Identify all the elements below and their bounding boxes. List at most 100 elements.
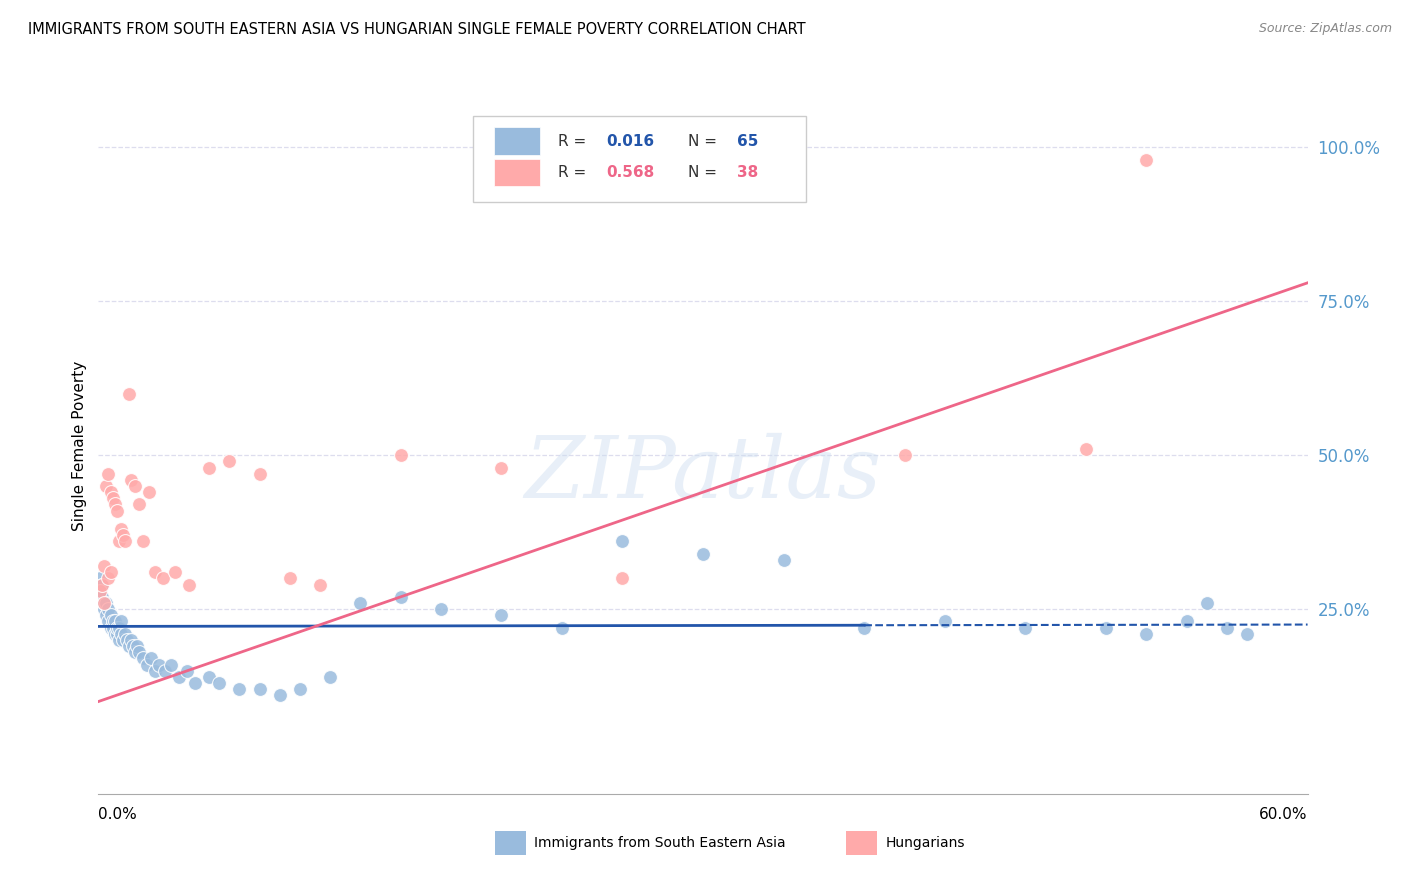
- Point: [100, 485, 122, 500]
- Text: 38: 38: [737, 165, 758, 180]
- Point: [107, 534, 129, 549]
- Point: [96, 479, 118, 493]
- Point: [101, 491, 124, 506]
- Point: [692, 547, 714, 561]
- Point: [772, 553, 794, 567]
- Text: R =: R =: [558, 165, 591, 180]
- Point: [100, 621, 122, 635]
- Point: [491, 460, 513, 475]
- Point: [132, 534, 155, 549]
- Text: Source: ZipAtlas.com: Source: ZipAtlas.com: [1258, 22, 1392, 36]
- Point: [160, 657, 183, 672]
- Point: [1135, 153, 1157, 167]
- Point: [893, 448, 915, 462]
- Point: [107, 632, 129, 647]
- Point: [1135, 627, 1157, 641]
- Point: [114, 627, 136, 641]
- Point: [184, 676, 207, 690]
- Point: [132, 651, 155, 665]
- Point: [103, 498, 125, 512]
- Point: [115, 632, 138, 647]
- Point: [309, 577, 332, 591]
- Point: [93, 596, 115, 610]
- Point: [198, 460, 221, 475]
- Text: ZIPatlas: ZIPatlas: [524, 433, 882, 516]
- Point: [100, 566, 122, 580]
- Point: [101, 615, 124, 629]
- Point: [430, 602, 453, 616]
- Point: [118, 639, 141, 653]
- Point: [89, 583, 111, 598]
- Point: [111, 528, 134, 542]
- Point: [97, 602, 120, 616]
- Point: [91, 577, 114, 591]
- Point: [319, 670, 342, 684]
- Point: [853, 621, 876, 635]
- Point: [139, 651, 162, 665]
- Text: IMMIGRANTS FROM SOUTH EASTERN ASIA VS HUNGARIAN SINGLE FEMALE POVERTY CORRELATIO: IMMIGRANTS FROM SOUTH EASTERN ASIA VS HU…: [28, 22, 806, 37]
- Point: [100, 608, 122, 623]
- Point: [97, 467, 120, 481]
- Text: Hungarians: Hungarians: [886, 836, 966, 850]
- Point: [121, 639, 143, 653]
- Text: 0.0%: 0.0%: [98, 807, 138, 822]
- Point: [93, 559, 115, 574]
- Point: [612, 571, 634, 585]
- Point: [120, 632, 142, 647]
- Point: [93, 596, 115, 610]
- Text: 60.0%: 60.0%: [1260, 807, 1308, 822]
- Text: 0.016: 0.016: [606, 134, 654, 149]
- Text: Immigrants from South Eastern Asia: Immigrants from South Eastern Asia: [534, 836, 786, 850]
- Point: [167, 670, 190, 684]
- Point: [124, 479, 146, 493]
- Point: [278, 571, 301, 585]
- Text: N =: N =: [689, 165, 723, 180]
- Point: [551, 621, 574, 635]
- Point: [288, 682, 311, 697]
- Point: [124, 645, 146, 659]
- Point: [105, 503, 128, 517]
- Text: 65: 65: [737, 134, 758, 149]
- Text: N =: N =: [689, 134, 723, 149]
- Point: [1095, 621, 1118, 635]
- Point: [128, 645, 150, 659]
- Point: [176, 664, 198, 678]
- Point: [89, 583, 111, 598]
- Point: [208, 676, 231, 690]
- Point: [143, 566, 166, 580]
- Point: [349, 596, 371, 610]
- Point: [105, 627, 128, 641]
- Point: [103, 627, 125, 641]
- Point: [125, 639, 148, 653]
- Y-axis label: Single Female Poverty: Single Female Poverty: [72, 361, 87, 531]
- Point: [111, 632, 134, 647]
- Point: [105, 621, 128, 635]
- Text: R =: R =: [558, 134, 591, 149]
- Point: [153, 664, 176, 678]
- Point: [1195, 596, 1218, 610]
- Point: [128, 498, 150, 512]
- Point: [1216, 621, 1239, 635]
- Point: [110, 522, 132, 536]
- Point: [91, 577, 114, 591]
- Point: [163, 566, 186, 580]
- Point: [110, 615, 132, 629]
- Point: [177, 577, 201, 591]
- Point: [101, 621, 124, 635]
- Point: [269, 689, 291, 703]
- Point: [934, 615, 956, 629]
- Text: 0.568: 0.568: [606, 165, 655, 180]
- Point: [389, 590, 412, 604]
- Point: [389, 448, 412, 462]
- Point: [89, 571, 111, 585]
- Point: [110, 627, 132, 641]
- Point: [118, 386, 141, 401]
- Point: [198, 670, 221, 684]
- Point: [97, 615, 120, 629]
- Point: [228, 682, 250, 697]
- Point: [218, 454, 240, 468]
- Point: [143, 664, 166, 678]
- Point: [96, 596, 118, 610]
- Point: [103, 615, 125, 629]
- FancyBboxPatch shape: [494, 128, 540, 155]
